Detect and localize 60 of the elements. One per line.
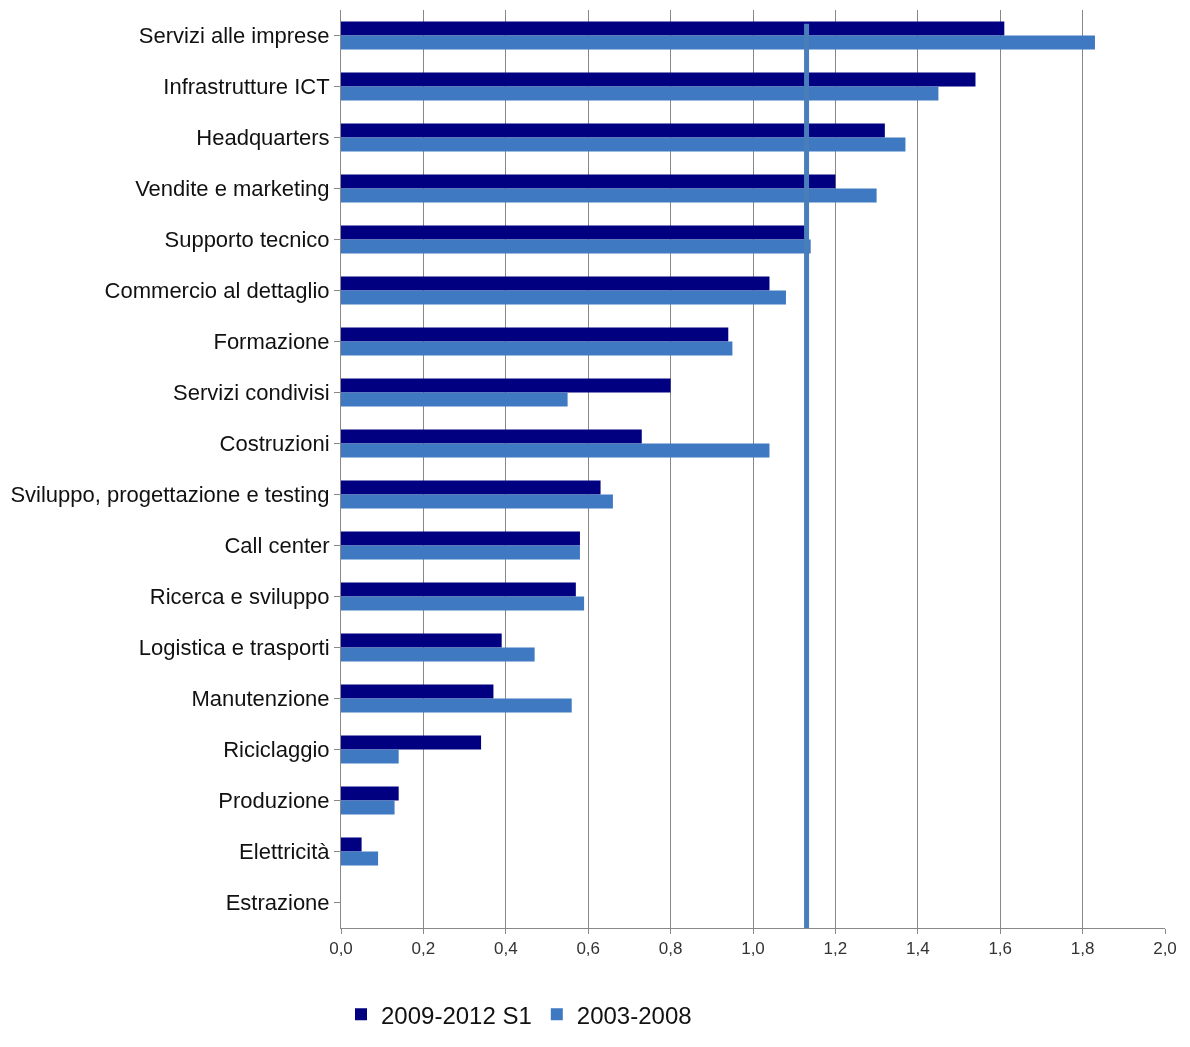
- y-tick-label: Headquarters: [196, 125, 330, 151]
- x-tick-label: 1,2: [823, 939, 848, 959]
- bar: [341, 545, 580, 560]
- y-tick-label: Infrastrutture ICT: [163, 74, 330, 100]
- bar: [341, 494, 613, 509]
- x-tick-label: 1,8: [1070, 939, 1095, 959]
- y-tick-label: Ricerca e sviluppo: [149, 584, 330, 610]
- x-tick-label: 1,4: [905, 939, 930, 959]
- y-tick-label: Servizi alle imprese: [138, 23, 330, 49]
- bar: [341, 392, 568, 407]
- bar: [341, 698, 572, 713]
- bar: [341, 378, 671, 393]
- bar: [341, 480, 601, 495]
- bar: [341, 225, 807, 240]
- bar: [341, 582, 576, 597]
- y-tick-label: Call center: [224, 533, 330, 559]
- legend-label: 2009-2012 S1: [381, 1001, 532, 1029]
- y-tick-label: Produzione: [218, 788, 330, 814]
- y-tick-label: Servizi condivisi: [173, 380, 330, 406]
- y-tick-label: Estrazione: [225, 890, 330, 916]
- y-tick-label: Riciclaggio: [223, 737, 330, 763]
- y-tick-label: Sviluppo, progettazione e testing: [10, 482, 330, 508]
- x-tick-label: 0,2: [411, 939, 436, 959]
- bar: [341, 596, 585, 611]
- bar: [341, 21, 1005, 36]
- bar: [341, 72, 976, 87]
- x-tick-label: 1,6: [988, 939, 1013, 959]
- y-tick-label: Vendite e marketing: [135, 176, 330, 202]
- bar: [341, 837, 362, 852]
- bar: [341, 123, 885, 138]
- bar: [341, 851, 379, 866]
- bar: [341, 341, 733, 356]
- bar: [341, 647, 535, 662]
- y-tick-label: Elettricità: [239, 839, 331, 865]
- x-tick-label: 0,4: [493, 939, 518, 959]
- bar: [341, 786, 399, 801]
- y-tick-label: Costruzioni: [219, 431, 330, 457]
- x-tick-label: 0,6: [576, 939, 601, 959]
- x-tick-label: 0,0: [329, 939, 353, 959]
- bar: [341, 443, 770, 458]
- x-tick-label: 2,0: [1153, 939, 1177, 959]
- bar: [341, 276, 770, 291]
- bar: [341, 800, 395, 815]
- x-tick-label: 1,0: [741, 939, 765, 959]
- bar: [341, 290, 786, 305]
- legend-label: 2003-2008: [576, 1001, 692, 1029]
- bar: [341, 749, 399, 764]
- bar: [341, 429, 642, 444]
- x-tick-label: 0,8: [658, 939, 683, 959]
- bar: [341, 735, 482, 750]
- y-tick-label: Logistica e trasporti: [138, 635, 330, 661]
- bar: [341, 684, 494, 699]
- bar: [341, 327, 729, 342]
- y-tick-label: Commercio al dettaglio: [104, 278, 330, 304]
- y-tick-label: Supporto tecnico: [164, 227, 330, 253]
- y-tick-label: Formazione: [213, 329, 330, 355]
- bar: [341, 531, 580, 546]
- bar: [341, 633, 502, 648]
- bar: [341, 174, 836, 189]
- y-tick-label: Manutenzione: [191, 686, 330, 712]
